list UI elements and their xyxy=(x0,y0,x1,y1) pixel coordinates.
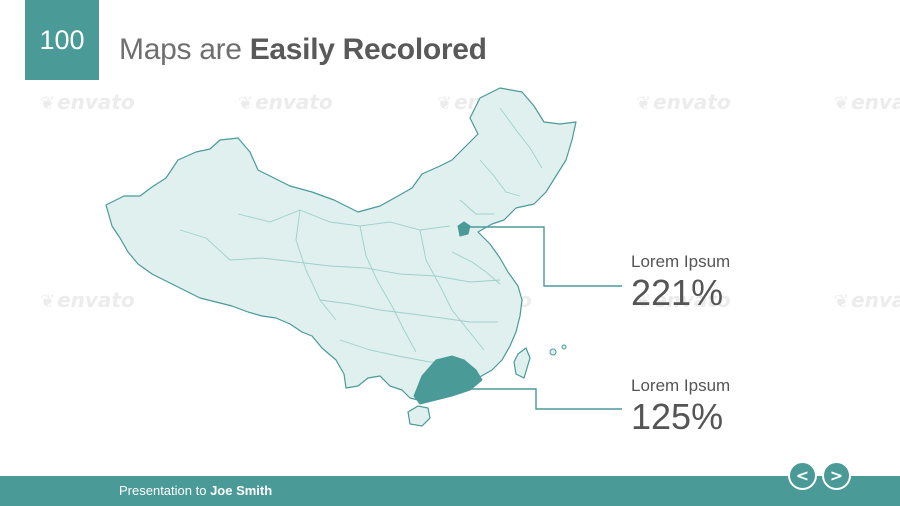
watermark-text: envato xyxy=(851,288,900,312)
leaf-icon: ❦ xyxy=(40,291,56,312)
callout-line-1 xyxy=(470,226,622,287)
chevron-right-icon: > xyxy=(829,466,844,485)
footer-text: Presentation to Joe Smith xyxy=(119,483,272,498)
watermark: ❦envato xyxy=(636,288,731,312)
watermark-text: envato xyxy=(653,288,731,312)
watermark-text: envato xyxy=(851,90,900,114)
footer-bar: Presentation to Joe Smith xyxy=(0,476,900,506)
watermark: ❦envato xyxy=(40,288,135,312)
title-bold: Easily Recolored xyxy=(249,33,487,66)
mainland xyxy=(105,87,577,427)
leaf-icon: ❦ xyxy=(636,93,652,114)
watermark-text: envato xyxy=(57,90,135,114)
callout-value-1: 221% xyxy=(631,272,724,313)
china-outline xyxy=(105,87,577,401)
callout-line-2 xyxy=(436,388,622,410)
leaf-icon: ❦ xyxy=(636,291,652,312)
leaf-icon: ❦ xyxy=(437,93,453,114)
leaf-icon: ❦ xyxy=(40,93,56,114)
callout-label-1: Lorem Ipsum xyxy=(631,252,731,271)
footer-text-regular: Presentation to xyxy=(119,483,211,498)
page-title: Maps are Easily Recolored xyxy=(119,33,487,67)
chevron-left-icon: < xyxy=(795,466,810,485)
watermark-text: envato xyxy=(653,90,731,114)
footer-presenter-name: Joe Smith xyxy=(210,483,273,498)
islet xyxy=(549,348,557,356)
leaf-icon: ❦ xyxy=(834,93,850,114)
province-borders xyxy=(179,107,543,363)
islet xyxy=(561,344,567,350)
watermark: ❦envato xyxy=(834,288,900,312)
previous-slide-button[interactable]: < xyxy=(788,461,817,490)
leaf-icon: ❦ xyxy=(834,291,850,312)
callout-label-2: Lorem Ipsum xyxy=(631,376,731,395)
leaf-icon: ❦ xyxy=(238,93,254,114)
watermark: ❦envato xyxy=(40,90,135,114)
watermark: ❦envato xyxy=(238,90,333,114)
callout-value-2: 125% xyxy=(631,396,724,437)
watermark: ❦envato xyxy=(636,90,731,114)
guangdong-region xyxy=(413,355,483,405)
taiwan-island xyxy=(513,347,531,379)
next-slide-button[interactable]: > xyxy=(822,461,851,490)
beijing-region xyxy=(457,221,471,237)
title-regular: Maps are xyxy=(119,33,250,66)
watermark-text: envato xyxy=(57,288,135,312)
slide-number: 100 xyxy=(39,24,85,55)
watermark-text: envato xyxy=(255,90,333,114)
hainan-island xyxy=(407,405,431,427)
slide-number-badge: 100 xyxy=(25,0,99,80)
watermark: ❦envato xyxy=(834,90,900,114)
